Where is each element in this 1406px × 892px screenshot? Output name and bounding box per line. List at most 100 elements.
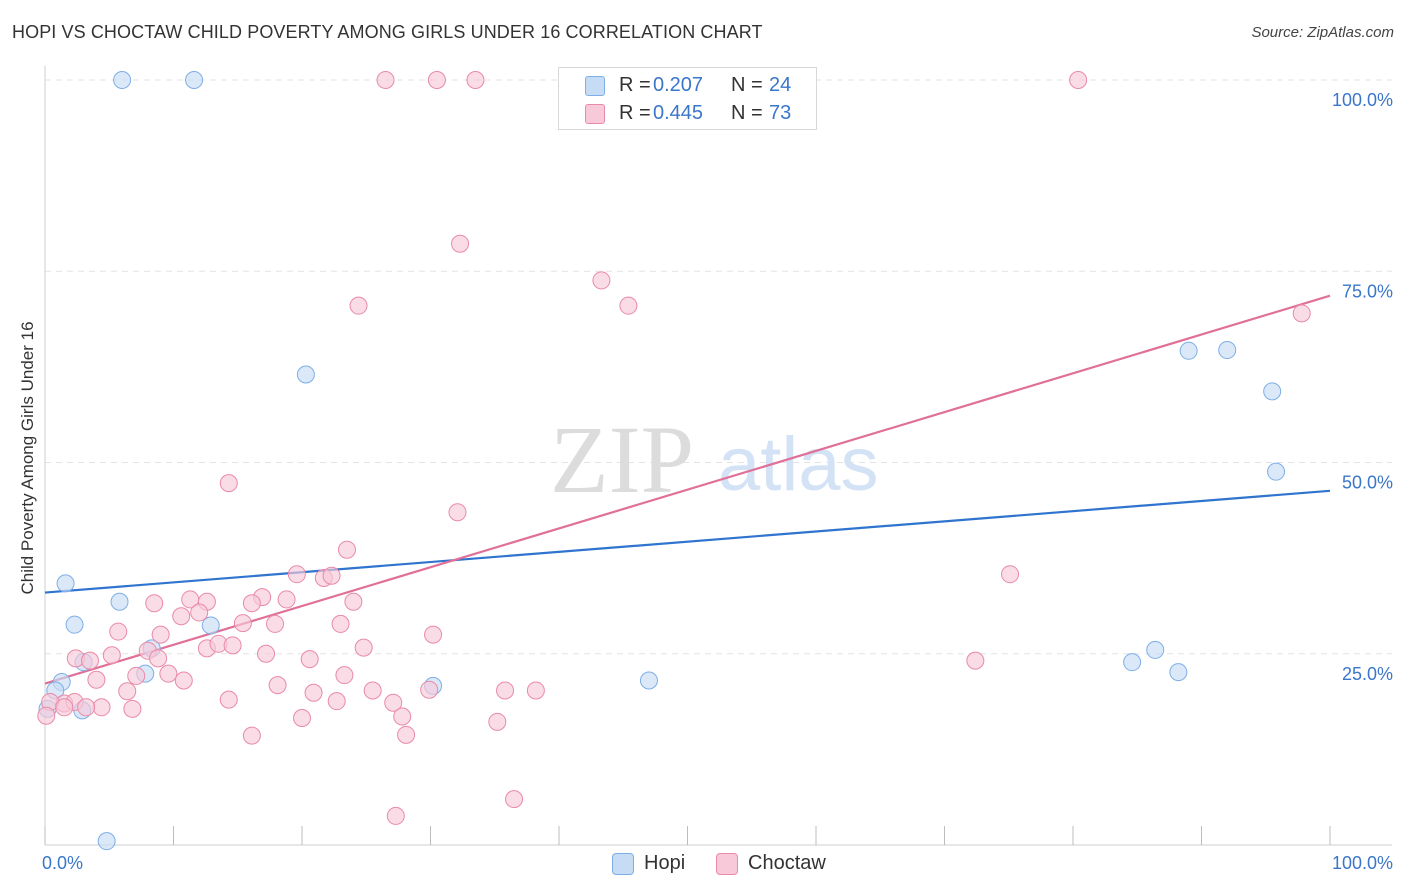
- point-choctaw: [384, 693, 403, 712]
- n-value-choctaw: 73: [769, 102, 792, 124]
- watermark-zip: ZIP: [550, 406, 694, 513]
- r-label: R =: [619, 74, 651, 96]
- point-choctaw: [77, 698, 96, 717]
- point-choctaw: [223, 636, 242, 655]
- point-hopi: [296, 365, 315, 384]
- point-choctaw: [397, 725, 416, 744]
- x-tick-label-min: 0.0%: [42, 853, 83, 873]
- point-choctaw: [448, 503, 467, 522]
- point-hopi: [1263, 382, 1282, 401]
- r-label: R =: [619, 102, 651, 124]
- point-choctaw: [1001, 565, 1020, 584]
- point-choctaw: [344, 592, 363, 611]
- point-hopi: [97, 832, 116, 851]
- point-choctaw: [123, 699, 142, 718]
- point-choctaw: [337, 540, 356, 559]
- point-choctaw: [322, 566, 341, 585]
- bottom-legend-label-choctaw: Choctaw: [748, 852, 826, 874]
- point-choctaw: [386, 806, 405, 825]
- point-choctaw: [496, 681, 515, 700]
- source-label: Source: ZipAtlas.com: [1251, 24, 1394, 41]
- point-hopi: [201, 616, 220, 635]
- point-choctaw: [219, 474, 238, 493]
- point-hopi: [639, 671, 658, 690]
- point-choctaw: [277, 590, 296, 609]
- point-hopi: [56, 574, 75, 593]
- point-hopi: [1218, 341, 1237, 360]
- point-hopi: [113, 71, 132, 89]
- y-tick-label: 50.0%: [1342, 473, 1393, 493]
- n-value-hopi: 24: [769, 74, 792, 96]
- point-choctaw: [466, 71, 485, 89]
- point-hopi: [1146, 640, 1165, 659]
- point-choctaw: [92, 698, 111, 717]
- point-choctaw: [966, 651, 985, 670]
- point-choctaw: [427, 71, 446, 89]
- axes: [44, 66, 1392, 846]
- bottom-legend-swatch-choctaw: [716, 853, 738, 875]
- point-choctaw: [233, 614, 252, 633]
- point-choctaw: [257, 644, 276, 663]
- point-choctaw: [159, 664, 178, 683]
- point-choctaw: [488, 712, 507, 731]
- grid-lines: [45, 79, 1392, 655]
- point-choctaw: [526, 681, 545, 700]
- point-choctaw: [592, 271, 611, 290]
- point-choctaw: [37, 706, 56, 725]
- point-choctaw: [327, 692, 346, 711]
- y-tick-label: 25.0%: [1342, 664, 1393, 684]
- y-tick-label: 100.0%: [1332, 90, 1393, 110]
- point-choctaw: [451, 234, 470, 253]
- watermark: ZIP atlas: [550, 406, 879, 513]
- point-choctaw: [335, 666, 354, 685]
- point-choctaw: [118, 682, 137, 701]
- point-choctaw: [242, 726, 261, 745]
- bottom-legend-swatch-hopi: [612, 853, 634, 875]
- point-choctaw: [172, 607, 191, 626]
- point-choctaw: [127, 666, 146, 685]
- y-tick-label: 75.0%: [1342, 281, 1393, 301]
- bottom-legend-label-hopi: Hopi: [644, 852, 686, 874]
- point-choctaw: [300, 650, 319, 669]
- point-choctaw: [242, 594, 261, 613]
- point-choctaw: [80, 651, 99, 670]
- point-choctaw: [393, 707, 412, 726]
- watermark-atlas: atlas: [718, 422, 879, 507]
- trend-lines: [44, 294, 1331, 685]
- point-choctaw: [304, 683, 323, 702]
- point-choctaw: [376, 71, 395, 89]
- point-hopi: [1267, 462, 1286, 481]
- r-value-hopi: 0.207: [653, 74, 704, 96]
- point-choctaw: [55, 698, 74, 717]
- point-hopi: [185, 71, 204, 89]
- point-choctaw: [420, 680, 439, 699]
- point-choctaw: [505, 790, 524, 809]
- n-label: N =: [731, 74, 763, 96]
- point-choctaw: [151, 625, 170, 644]
- point-choctaw: [424, 625, 443, 644]
- point-choctaw: [268, 676, 287, 695]
- trend-line-choctaw: [44, 294, 1331, 685]
- legend-swatch-hopi: [585, 76, 605, 96]
- point-choctaw: [145, 594, 164, 613]
- point-choctaw: [354, 638, 373, 657]
- point-hopi: [65, 615, 84, 634]
- point-hopi: [1123, 653, 1142, 672]
- point-choctaw: [363, 681, 382, 700]
- point-choctaw: [266, 614, 285, 633]
- point-choctaw: [219, 690, 238, 709]
- point-hopi: [1179, 341, 1198, 360]
- point-choctaw: [1292, 304, 1311, 323]
- point-choctaw: [1069, 71, 1088, 89]
- point-choctaw: [349, 296, 368, 315]
- point-choctaw: [293, 709, 311, 728]
- legend-swatch-choctaw: [585, 104, 605, 124]
- x-tick-label-max: 100.0%: [1332, 853, 1393, 873]
- point-choctaw: [87, 670, 106, 689]
- point-choctaw: [331, 614, 350, 633]
- data-points: [37, 71, 1311, 851]
- point-choctaw: [174, 671, 193, 690]
- point-hopi: [110, 592, 129, 611]
- point-choctaw: [287, 565, 306, 584]
